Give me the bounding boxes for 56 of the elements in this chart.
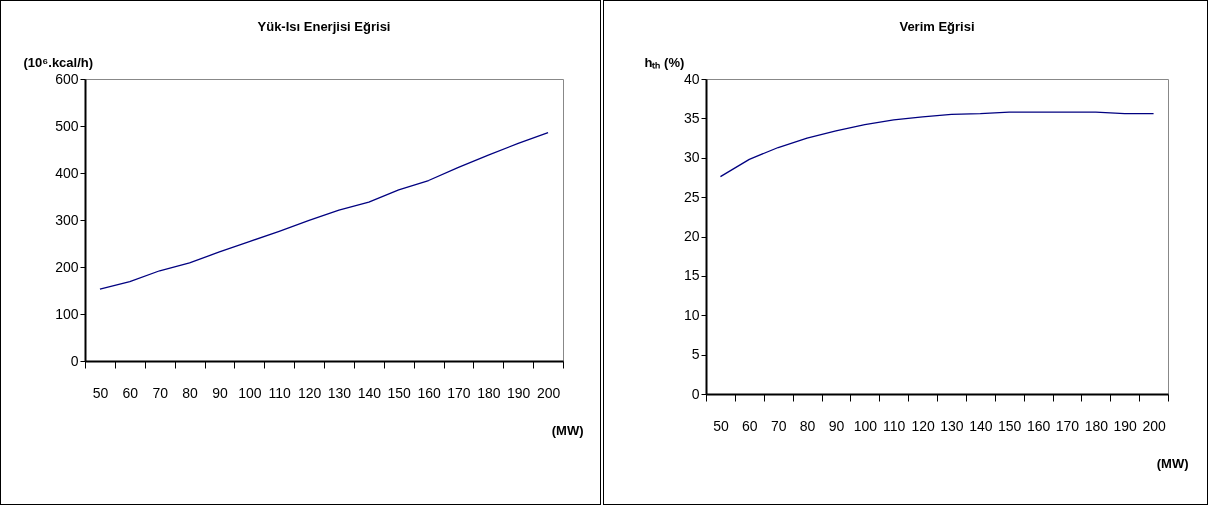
- x-tick-label: 140: [969, 417, 993, 434]
- x-tick-label: 50: [713, 417, 729, 434]
- x-tick-label: 160: [417, 384, 441, 401]
- y-tick-label: 0: [691, 385, 700, 402]
- x-tick-label: 180: [1084, 417, 1109, 434]
- x-tick-label: 150: [998, 417, 1022, 434]
- line-series: [99, 131, 549, 290]
- y-tick-label: 600: [55, 70, 79, 87]
- y-axis-title: hₜₕ (%): [644, 54, 685, 70]
- x-tick-label: 180: [477, 384, 501, 401]
- y-tick-label: 20: [683, 228, 700, 244]
- chart-title: Yük-Isı Enerjisi Eğrisi: [257, 19, 391, 34]
- x-tick-label: 120: [297, 384, 322, 401]
- x-tick-label: 190: [1113, 417, 1138, 434]
- x-tick-label: 100: [853, 417, 878, 434]
- x-tick-label: 70: [152, 384, 169, 401]
- y-tick-label: 35: [683, 109, 700, 126]
- x-tick-label: 80: [182, 384, 199, 401]
- y-tick-label: 40: [683, 70, 700, 87]
- y-tick-label: 0: [70, 352, 79, 369]
- x-tick-label: 170: [447, 384, 471, 401]
- y-tick-label: 25: [683, 188, 700, 205]
- line-series: [719, 111, 1155, 178]
- y-tick-label: 5: [691, 346, 700, 363]
- y-axis-title: (10⁶.kcal/h): [23, 54, 94, 70]
- x-tick-label: 130: [327, 384, 352, 401]
- x-tick-label: 130: [940, 417, 964, 434]
- y-tick-label: 30: [683, 149, 700, 166]
- x-tick-label: 110: [883, 417, 906, 434]
- x-tick-label: 200: [1142, 417, 1166, 434]
- x-tick-label: 90: [212, 384, 228, 401]
- x-tick-label: 90: [828, 417, 845, 434]
- y-tick-label: 200: [55, 258, 79, 275]
- x-tick-label: 160: [1026, 417, 1051, 434]
- x-tick-label: 150: [387, 384, 412, 401]
- y-tick-label: 100: [55, 305, 79, 322]
- x-tick-label: 80: [799, 417, 816, 434]
- y-tick-label: 15: [683, 267, 700, 284]
- x-axis-title: (MW): [551, 422, 584, 438]
- x-tick-label: 200: [536, 384, 561, 401]
- x-tick-label: 100: [238, 384, 262, 401]
- x-tick-label: 70: [770, 417, 787, 434]
- x-tick-label: 140: [357, 384, 382, 401]
- y-tick-label: 10: [683, 306, 700, 323]
- x-tick-label: 110: [268, 384, 292, 401]
- x-tick-label: 190: [507, 384, 531, 401]
- y-tick-label: 400: [55, 164, 79, 181]
- y-tick-label: 500: [55, 117, 79, 134]
- x-tick-label: 50: [92, 384, 109, 401]
- x-tick-label: 60: [742, 417, 758, 434]
- x-tick-label: 170: [1055, 417, 1080, 434]
- x-tick-label: 120: [911, 417, 935, 434]
- x-axis-title: (MW): [1156, 455, 1189, 471]
- chart-title: Verim Eğrisi: [899, 19, 975, 34]
- x-tick-label: 60: [122, 384, 139, 401]
- y-tick-label: 300: [55, 211, 79, 228]
